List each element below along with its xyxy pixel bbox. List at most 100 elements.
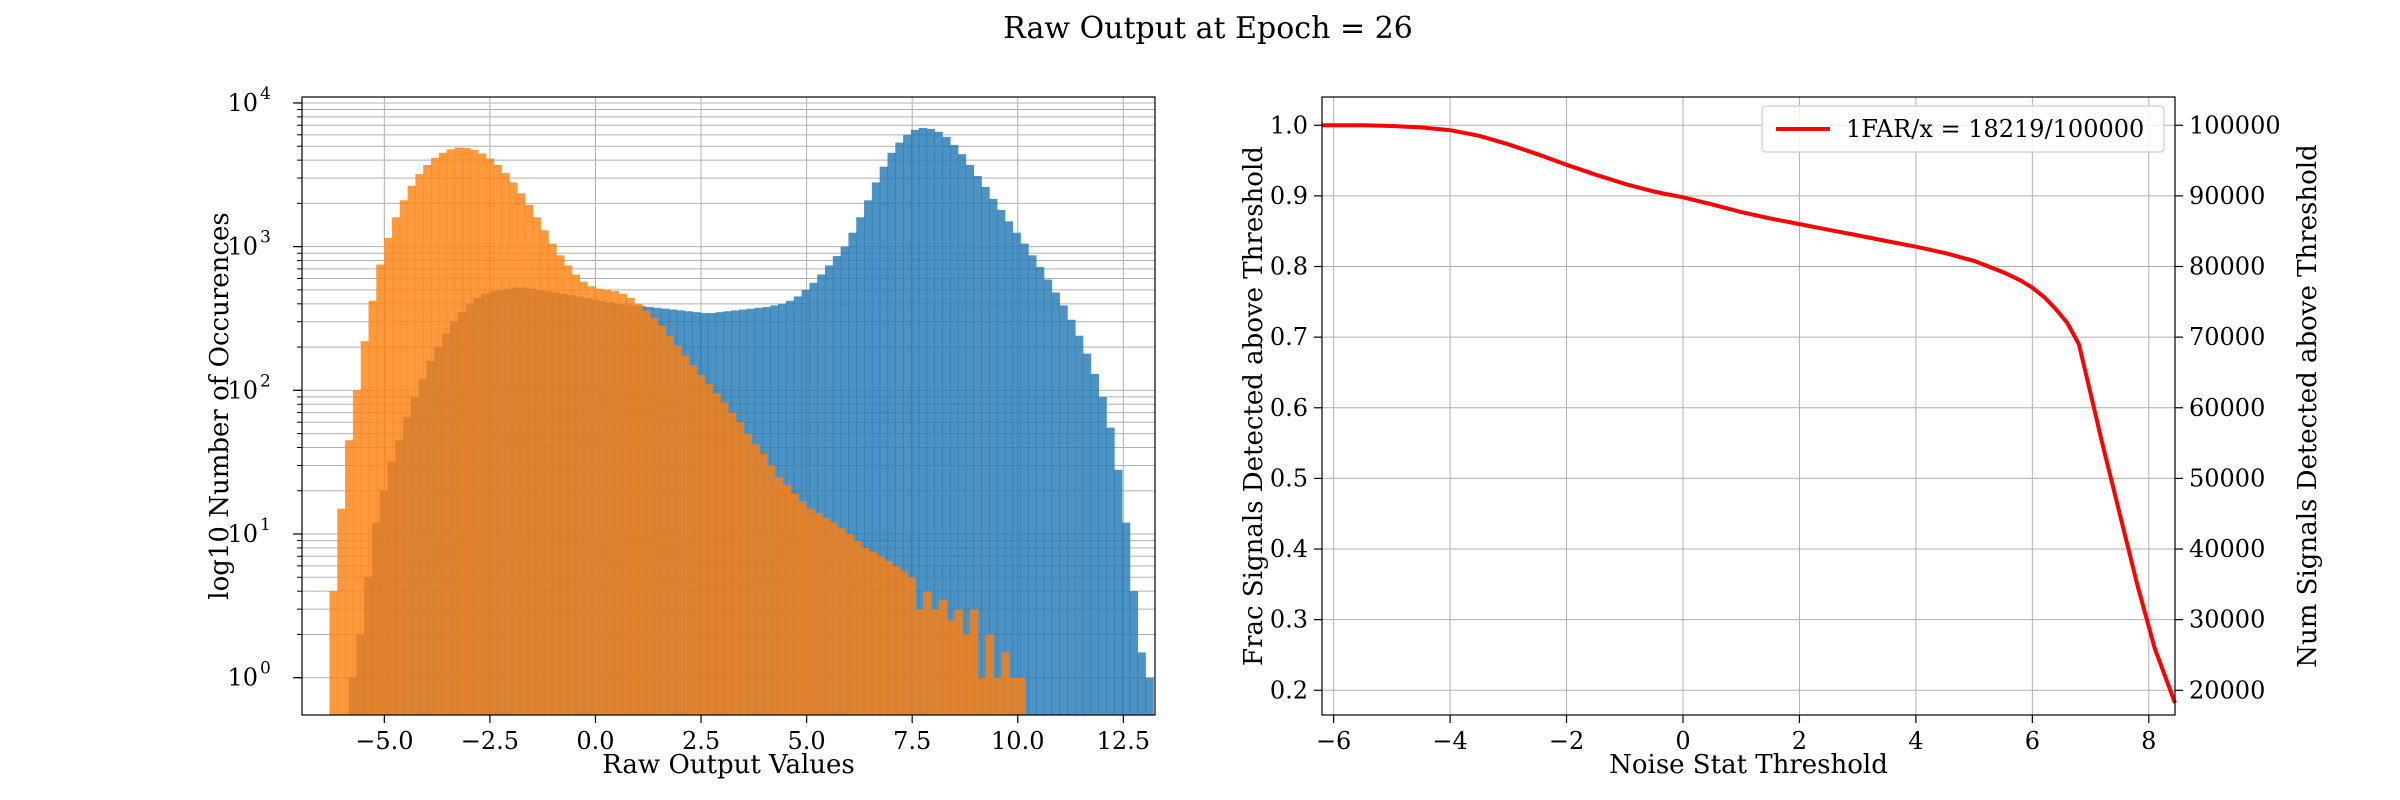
histogram-bar — [376, 264, 385, 715]
histogram-bar — [782, 484, 791, 715]
histogram-y-tick-label: 10 — [227, 89, 258, 117]
histogram-bar — [798, 500, 807, 715]
threshold-y2-tick-label: 90000 — [2189, 182, 2265, 210]
histogram-bar — [926, 128, 935, 715]
histogram-bar — [602, 289, 612, 715]
histogram-bar — [864, 200, 873, 715]
histogram-bar — [923, 591, 932, 715]
histogram-bar — [415, 174, 424, 715]
histogram-bar — [1090, 373, 1100, 715]
histogram-bar — [1114, 469, 1123, 715]
histogram-bar — [973, 176, 982, 715]
histogram-bar — [824, 265, 834, 715]
threshold-x-tick-label: 4 — [1908, 727, 1923, 755]
histogram-bar — [618, 293, 627, 715]
histogram-bar — [727, 412, 737, 715]
histogram-x-tick-label: 10.0 — [991, 727, 1044, 755]
threshold-y2-tick-label: 40000 — [2189, 535, 2265, 563]
histogram-y-tick-exponent: 2 — [260, 371, 271, 391]
legend-box — [1761, 105, 2165, 153]
histogram-bar — [532, 217, 541, 715]
histogram-bar — [930, 609, 940, 715]
histogram-bar — [884, 560, 893, 715]
histogram-bar — [1098, 396, 1107, 715]
histogram-bar — [712, 393, 721, 715]
histogram-x-tick-label: −5.0 — [355, 727, 413, 755]
histogram-bar — [813, 513, 823, 715]
histogram-bar — [899, 571, 909, 715]
histogram-y-tick-exponent: 4 — [260, 84, 271, 104]
histogram-bar — [852, 540, 862, 715]
histogram-bar — [516, 193, 526, 715]
histogram-bar — [431, 157, 440, 715]
threshold-y-tick-label: 0.3 — [1270, 606, 1308, 634]
histogram-bar — [942, 136, 951, 716]
histogram-bar — [840, 246, 850, 715]
histogram-bar — [871, 182, 881, 716]
detection-fraction-line — [1322, 123, 2177, 704]
threshold-x-tick-label: 6 — [2025, 727, 2040, 755]
threshold-y-tick-label: 0.8 — [1270, 253, 1308, 281]
histogram-bar — [360, 341, 370, 715]
threshold-y2-tick-label: 30000 — [2189, 606, 2265, 634]
histogram-bar — [665, 335, 674, 715]
histogram-bar — [1028, 255, 1037, 716]
threshold-y-tick-label: 0.7 — [1270, 323, 1308, 351]
histogram-bar — [571, 274, 581, 715]
histogram-bar — [634, 303, 643, 715]
histogram-bar — [720, 402, 729, 715]
threshold-y2-tick-label: 20000 — [2189, 676, 2265, 704]
histogram-bar — [501, 173, 510, 715]
histogram-bar — [548, 243, 557, 715]
threshold-x-axis-label: Noise Stat Threshold — [1609, 750, 1888, 780]
histogram-bar — [657, 326, 666, 715]
histogram-bar — [610, 291, 620, 715]
histogram-bar — [1016, 677, 1026, 715]
histogram-bar — [368, 300, 377, 715]
histogram-bar — [845, 534, 854, 715]
histogram-bar — [680, 355, 690, 715]
threshold-y2-tick-label: 50000 — [2189, 464, 2265, 492]
histogram-bar — [595, 288, 604, 715]
histogram-bar — [985, 634, 995, 715]
histogram-bar — [735, 422, 745, 715]
histogram-bar — [1009, 677, 1018, 715]
threshold-y2-tick-label: 70000 — [2189, 323, 2265, 351]
histogram-bar — [587, 286, 596, 715]
threshold-x-tick-label: −4 — [1432, 727, 1467, 755]
histogram-bar — [446, 149, 456, 715]
histogram-bar — [1020, 243, 1029, 715]
histogram-bar — [462, 148, 471, 716]
histogram-y-tick-exponent: 3 — [260, 228, 271, 248]
histogram-bar — [962, 634, 971, 715]
histogram-bar — [337, 508, 346, 715]
threshold-y2-axis-label: Num Signals Detected above Threshold — [2293, 144, 2323, 667]
histogram-bar — [751, 444, 760, 715]
histogram-bar — [891, 565, 901, 715]
threshold-y-tick-label: 0.5 — [1270, 464, 1308, 492]
histogram-bar — [860, 547, 870, 715]
histogram-bar — [918, 127, 928, 715]
threshold-grid — [1322, 97, 2175, 715]
histogram-y-tick-label: 10 — [227, 376, 258, 404]
histogram-bar — [485, 158, 495, 715]
histogram-bar — [1012, 232, 1021, 716]
threshold-ticks: −6 −4 −2 0 2 4 6 8 0.2 0.3 0.4 0.5 0.6 0.7 0.8 0.9 1.0 20… — [1270, 111, 2281, 755]
histogram-bar — [879, 166, 889, 715]
histogram-bar — [509, 182, 518, 716]
legend-label: 1FAR/x = 18219/100000 — [1846, 115, 2144, 143]
histogram-bar — [832, 256, 842, 715]
threshold-y2-tick-label: 60000 — [2189, 394, 2265, 422]
histogram-bar — [524, 204, 534, 715]
histogram-y-tick-exponent: 0 — [260, 659, 271, 679]
histogram-bar — [895, 142, 904, 715]
histogram-bar — [790, 493, 799, 715]
histogram-bar — [673, 345, 682, 715]
threshold-y-tick-label: 1.0 — [1270, 111, 1308, 139]
histogram-bar — [743, 433, 752, 715]
histogram-bar — [1074, 335, 1084, 715]
histogram-bar — [1145, 677, 1154, 715]
